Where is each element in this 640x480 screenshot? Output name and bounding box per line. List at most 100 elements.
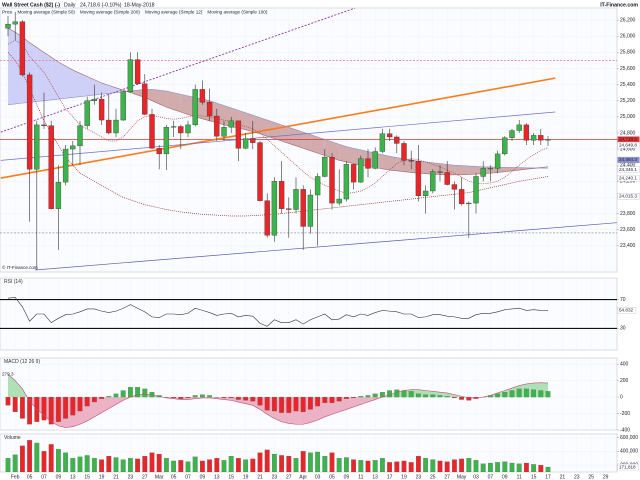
- panel-title: RSI (14): [4, 279, 23, 285]
- panel-content: [0, 297, 617, 329]
- bar: [106, 396, 112, 398]
- candle-body: [156, 148, 162, 155]
- cloud-segment: [245, 112, 253, 132]
- y-tick-label: -200: [620, 411, 630, 417]
- x-tick-label: 17: [545, 474, 551, 480]
- moving-average-line: [7, 89, 549, 169]
- candle-body: [228, 120, 234, 128]
- candle-body: [127, 59, 134, 93]
- bar: [495, 393, 500, 398]
- cloud-segment: [58, 62, 66, 100]
- bar: [523, 388, 529, 398]
- price-label: 24,346.1: [619, 167, 637, 172]
- cloud-segment: [87, 76, 95, 96]
- cloud-segment: [425, 161, 433, 175]
- bar: [466, 396, 472, 401]
- y-tick-label: 24,800: [620, 130, 636, 136]
- bar: [408, 391, 414, 398]
- bar: [113, 457, 119, 472]
- candle-body: [77, 125, 83, 147]
- x-tick-label: 15: [84, 474, 90, 480]
- candle-body: [473, 176, 479, 204]
- bar: [77, 456, 83, 472]
- y-tick-label: 25,000: [620, 114, 636, 120]
- bar: [178, 396, 184, 399]
- bar: [286, 396, 292, 413]
- cloud-segment: [454, 165, 462, 175]
- cloud-segment: [324, 139, 332, 158]
- bar: [286, 456, 292, 472]
- y-tick-label: 200: [620, 378, 629, 384]
- bar: [509, 390, 515, 398]
- x-tick-label: 07: [185, 474, 191, 480]
- cloud-segment: [173, 92, 181, 112]
- panel-content: [0, 8, 617, 271]
- candle-body: [415, 160, 422, 196]
- bar: [41, 396, 47, 421]
- bar: [509, 462, 515, 472]
- candle-body: [12, 21, 18, 25]
- x-tick-label: 09: [200, 474, 206, 480]
- bar: [192, 456, 198, 472]
- x-tick-label: 09: [56, 474, 62, 480]
- bar: [178, 460, 184, 472]
- candle-body: [55, 181, 62, 209]
- x-tick-label: 25: [588, 474, 594, 480]
- macd-line: [7, 373, 549, 428]
- bar: [372, 460, 378, 472]
- macd-area-negative: [8, 397, 548, 428]
- rsi-line: [7, 297, 549, 327]
- candle-body: [545, 139, 551, 141]
- candle-body: [5, 23, 11, 29]
- cloud-segment: [94, 79, 102, 96]
- bar: [34, 442, 40, 472]
- period: Daily: [64, 2, 76, 8]
- cloud-segment: [72, 70, 80, 98]
- candle-body: [516, 124, 522, 131]
- bar: [502, 461, 508, 472]
- x-tick-label: 13: [372, 474, 378, 480]
- bar: [55, 396, 61, 422]
- x-tick-label: 11: [517, 474, 522, 480]
- bar: [70, 396, 76, 416]
- bar: [358, 396, 364, 398]
- candle-body: [98, 98, 105, 121]
- bar: [84, 455, 90, 472]
- bar: [545, 466, 551, 472]
- bar: [538, 390, 544, 398]
- candle-body: [538, 135, 544, 141]
- cloud-segment: [288, 127, 296, 146]
- cloud-segment: [8, 28, 16, 105]
- bar: [63, 452, 68, 472]
- bar: [459, 396, 464, 400]
- cloud-segment: [44, 52, 52, 101]
- x-tick-label: 15: [228, 474, 234, 480]
- last-value-label: 54.832: [619, 308, 633, 313]
- cloud-segment: [382, 154, 390, 171]
- cloud-segment: [468, 165, 476, 175]
- candle-body: [401, 143, 407, 161]
- bar: [70, 458, 76, 472]
- bar: [365, 460, 371, 472]
- x-tick-label: 03: [473, 474, 479, 480]
- bar: [459, 458, 464, 472]
- bar: [243, 396, 249, 401]
- candle-body: [336, 198, 342, 204]
- legend-entry: Moving average (Simple 12): [145, 10, 203, 15]
- bar: [473, 460, 479, 472]
- candle-body: [430, 171, 436, 192]
- y-tick-label: 25,400: [620, 82, 636, 88]
- bar: [272, 396, 277, 412]
- bar: [228, 396, 234, 399]
- bar: [128, 387, 133, 398]
- bar: [142, 456, 148, 472]
- cloud-segment: [101, 82, 109, 95]
- bar: [91, 396, 97, 403]
- candle-body: [408, 160, 414, 162]
- bar: [523, 462, 529, 472]
- bar: [444, 461, 450, 472]
- bar: [185, 396, 191, 399]
- cloud-segment: [252, 115, 260, 134]
- bar: [63, 396, 68, 419]
- candle-body: [214, 115, 220, 137]
